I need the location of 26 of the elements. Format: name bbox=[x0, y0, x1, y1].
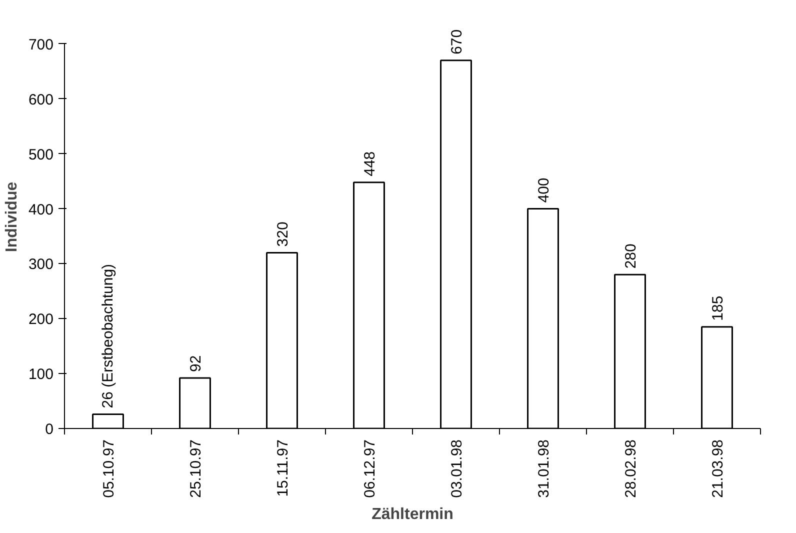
data-label: 448 bbox=[362, 151, 378, 176]
data-label: 185 bbox=[710, 296, 726, 321]
y-tick-label: 300 bbox=[28, 256, 54, 274]
y-tick-label: 600 bbox=[28, 91, 54, 108]
y-tick-label: 500 bbox=[28, 146, 54, 164]
data-label: 92 bbox=[188, 355, 204, 372]
y-tick-label: 100 bbox=[28, 366, 54, 384]
y-tick-label: 0 bbox=[45, 421, 54, 438]
y-axis-title: Individue bbox=[3, 182, 20, 252]
data-label: 400 bbox=[536, 178, 552, 203]
data-label: 320 bbox=[274, 222, 292, 247]
x-tick-label: 15.11.97 bbox=[274, 439, 292, 497]
x-tick-label: 21.03.98 bbox=[710, 440, 726, 498]
x-tick-label: 31.01.98 bbox=[536, 440, 552, 498]
data-label: 26 (Erstbeobachtung) bbox=[100, 264, 116, 408]
data-label: 670 bbox=[448, 29, 466, 54]
data-label: 280 bbox=[622, 244, 640, 269]
y-tick-label: 400 bbox=[28, 201, 54, 218]
x-tick-label: 03.01.98 bbox=[448, 440, 466, 498]
x-tick-label: 25.10.97 bbox=[188, 440, 204, 498]
y-tick-label: 700 bbox=[28, 36, 54, 54]
x-tick-label: 06.12.97 bbox=[362, 440, 378, 498]
x-tick-label: 05.10.97 bbox=[100, 440, 118, 498]
y-tick-label: 200 bbox=[28, 311, 54, 328]
x-tick-label: 28.02.98 bbox=[622, 440, 640, 498]
x-axis-title: Zähltermin bbox=[372, 506, 454, 523]
